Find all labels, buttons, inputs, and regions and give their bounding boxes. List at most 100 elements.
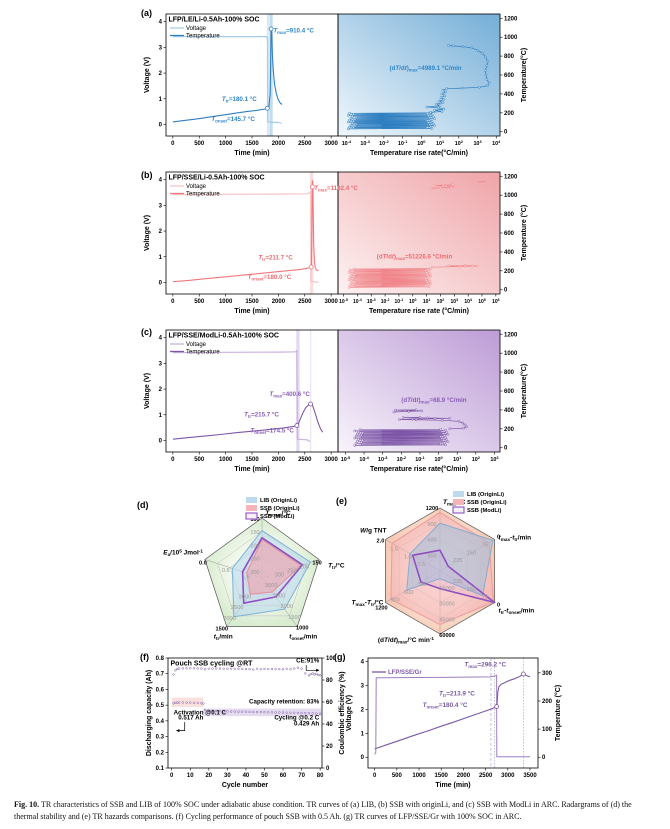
svg-text:Voltage: Voltage bbox=[186, 184, 207, 190]
svg-text:Temperature (°C): Temperature (°C) bbox=[554, 685, 562, 741]
chart-cycling: 0 10 20 30 40 50 60 70 80 Cycle number 0.1 0.2 0.3 0.… bbox=[146, 656, 346, 789]
svg-text:300: 300 bbox=[250, 570, 259, 576]
svg-text:Cycling @0.2 C: Cycling @0.2 C bbox=[274, 715, 319, 722]
svg-text:0: 0 bbox=[159, 438, 163, 444]
svg-text:200: 200 bbox=[504, 111, 515, 117]
svg-text:SSB (OriginLi): SSB (OriginLi) bbox=[467, 500, 507, 506]
svg-text:0.5: 0.5 bbox=[417, 562, 425, 568]
svg-text:3000: 3000 bbox=[324, 299, 338, 305]
svg-text:0.6: 0.6 bbox=[156, 687, 165, 693]
svg-text:(dT/dt)max​=68.9 °C/min: (dT/dt)max​=68.9 °C/min bbox=[401, 397, 466, 405]
svg-text:LIB (OriginLi): LIB (OriginLi) bbox=[467, 492, 504, 498]
svg-text:3000: 3000 bbox=[265, 583, 277, 589]
svg-text:Cycle number: Cycle number bbox=[222, 782, 269, 789]
svg-text:3000: 3000 bbox=[324, 141, 338, 147]
svg-text:Time (min): Time (min) bbox=[234, 466, 269, 473]
svg-text:900: 900 bbox=[390, 598, 399, 604]
svg-text:ttr​-tonset​/min: ttr​-tonset​/min bbox=[499, 608, 535, 616]
svg-text:150: 150 bbox=[250, 530, 259, 536]
svg-text:1000: 1000 bbox=[504, 193, 518, 199]
chart-tr-ssb-origin: 10-5​10-4​10-3​10-2​10-1​100​101​102​103… bbox=[144, 171, 528, 315]
svg-text:0.3: 0.3 bbox=[156, 735, 165, 741]
svg-text:3: 3 bbox=[159, 45, 163, 51]
svg-text:Temperature: Temperature bbox=[186, 350, 220, 356]
svg-text:102​: 102​ bbox=[472, 455, 480, 463]
svg-text:300: 300 bbox=[427, 553, 436, 559]
svg-text:Ttr​=213.9 °C: Ttr​=213.9 °C bbox=[439, 690, 475, 699]
svg-text:LFP/SSE/ModLi-0.5Ah-100% SOC: LFP/SSE/ModLi-0.5Ah-100% SOC bbox=[169, 333, 279, 340]
svg-text:1200: 1200 bbox=[504, 174, 518, 180]
svg-text:0.4: 0.4 bbox=[156, 719, 165, 725]
svg-text:600: 600 bbox=[504, 231, 515, 237]
svg-text:2000: 2000 bbox=[272, 457, 286, 463]
figure-caption: Fig. 10. TR characteristics of SSB and L… bbox=[14, 799, 658, 823]
svg-text:3000: 3000 bbox=[324, 457, 338, 463]
svg-text:45000: 45000 bbox=[439, 617, 455, 623]
svg-text:400: 400 bbox=[504, 408, 515, 414]
svg-text:1: 1 bbox=[159, 255, 163, 261]
svg-text:Tmax​-Ttr​/°C: Tmax​-Ttr​/°C bbox=[351, 599, 383, 608]
svg-text:(dT/dt)max​=4989.1 °C/min: (dT/dt)max​=4989.1 °C/min bbox=[390, 65, 462, 73]
radar-thermal-stability: 100150200250300Tonset​/°C150200250300Ttr… bbox=[163, 497, 345, 641]
svg-text:300: 300 bbox=[275, 573, 284, 579]
svg-text:1: 1 bbox=[361, 731, 365, 737]
svg-text:200: 200 bbox=[542, 699, 553, 705]
svg-text:3500: 3500 bbox=[523, 773, 537, 779]
svg-text:102​: 102​ bbox=[455, 139, 463, 147]
svg-text:2500: 2500 bbox=[298, 141, 312, 147]
svg-text:80: 80 bbox=[326, 678, 333, 684]
svg-text:1500: 1500 bbox=[245, 141, 259, 147]
svg-text:104​: 104​ bbox=[492, 139, 501, 147]
svg-text:0: 0 bbox=[542, 755, 546, 761]
svg-text:200: 200 bbox=[300, 565, 309, 571]
svg-text:Temperature: Temperature bbox=[186, 34, 220, 40]
svg-text:2500: 2500 bbox=[231, 605, 243, 611]
svg-text:900: 900 bbox=[427, 522, 436, 528]
svg-text:0: 0 bbox=[170, 773, 174, 779]
svg-text:W/g TNT: W/g TNT bbox=[360, 528, 386, 535]
svg-text:Voltage (V): Voltage (V) bbox=[144, 215, 151, 251]
svg-text:0: 0 bbox=[171, 299, 175, 305]
svg-text:0: 0 bbox=[373, 773, 377, 779]
svg-text:LFP/SSE/Gr: LFP/SSE/Gr bbox=[388, 670, 422, 676]
svg-text:Voltage: Voltage bbox=[186, 26, 207, 32]
svg-text:101​: 101​ bbox=[453, 455, 462, 463]
svg-text:1500: 1500 bbox=[216, 627, 228, 633]
svg-text:1500: 1500 bbox=[245, 299, 259, 305]
panel-label-a: (a) bbox=[141, 8, 152, 18]
svg-text:Ttr​=180.1 °C: Ttr​=180.1 °C bbox=[222, 96, 257, 104]
svg-text:0: 0 bbox=[171, 457, 175, 463]
svg-text:1200: 1200 bbox=[426, 506, 438, 512]
svg-text:3000: 3000 bbox=[239, 595, 251, 601]
svg-text:0: 0 bbox=[159, 122, 163, 128]
svg-text:600: 600 bbox=[404, 590, 413, 596]
panel-label-g: (g) bbox=[334, 652, 346, 662]
svg-text:10: 10 bbox=[187, 773, 194, 779]
svg-text:2500: 2500 bbox=[298, 299, 312, 305]
svg-text:1.0: 1.0 bbox=[404, 554, 412, 560]
svg-text:60: 60 bbox=[280, 773, 287, 779]
svg-text:LIB (OriginLi): LIB (OriginLi) bbox=[260, 498, 297, 504]
svg-text:2000: 2000 bbox=[457, 773, 471, 779]
svg-text:2000: 2000 bbox=[223, 616, 235, 622]
svg-text:1: 1 bbox=[159, 97, 163, 103]
svg-text:0: 0 bbox=[504, 288, 508, 294]
caption-label: Fig. 10. bbox=[14, 800, 40, 809]
svg-text:101​: 101​ bbox=[436, 139, 445, 147]
svg-text:0.517 Ah: 0.517 Ah bbox=[178, 715, 203, 722]
svg-text:103​: 103​ bbox=[490, 455, 499, 463]
svg-text:2000: 2000 bbox=[272, 299, 286, 305]
svg-text:1200: 1200 bbox=[504, 16, 518, 22]
svg-text:2: 2 bbox=[361, 707, 365, 713]
panel-label-f: (f) bbox=[140, 652, 149, 662]
svg-text:100: 100 bbox=[250, 517, 259, 523]
svg-text:Tonset​=180.0 °C: Tonset​=180.0 °C bbox=[248, 274, 292, 282]
svg-text:LFP/SSE/Li-0.5Ah-100% SOC: LFP/SSE/Li-0.5Ah-100% SOC bbox=[169, 175, 265, 182]
svg-text:0: 0 bbox=[497, 603, 500, 609]
svg-text:Voltage (V): Voltage (V) bbox=[346, 695, 353, 731]
svg-text:SSB (ModLi): SSB (ModLi) bbox=[467, 508, 502, 514]
svg-text:600: 600 bbox=[504, 73, 515, 79]
svg-text:10-2​: 10-2​ bbox=[379, 139, 388, 147]
svg-text:Tonset​=174.5 °C: Tonset​=174.5 °C bbox=[250, 428, 294, 436]
